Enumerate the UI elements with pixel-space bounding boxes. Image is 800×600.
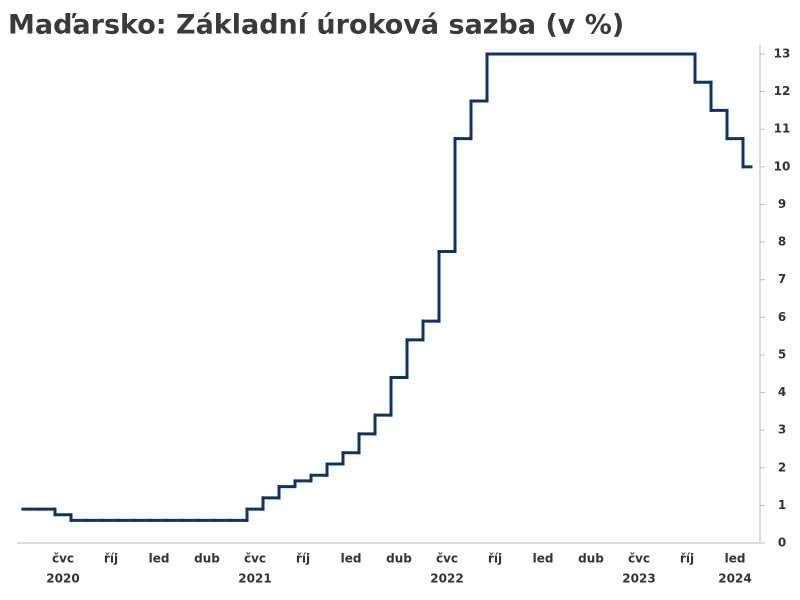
x-tick-label: čvc: [244, 552, 266, 566]
x-tick-label: led: [533, 552, 554, 566]
x-tick-label: říj: [296, 552, 310, 566]
y-tick-label: 4: [778, 385, 786, 399]
x-tick-label: led: [149, 552, 170, 566]
x-tick-label: říj: [488, 552, 502, 566]
y-tick-label: 2: [778, 460, 786, 474]
y-tick-label: 10: [774, 159, 791, 173]
year-label: 2021: [238, 572, 271, 586]
y-tick-label: 0: [778, 536, 786, 550]
y-tick-label: 9: [778, 197, 786, 211]
y-tick-label: 12: [774, 84, 791, 98]
y-tick-label: 6: [778, 310, 786, 324]
y-tick-label: 11: [774, 122, 791, 136]
x-tick-label: dub: [386, 552, 412, 566]
x-tick-label: led: [725, 552, 746, 566]
y-tick-label: 1: [778, 498, 786, 512]
y-tick-label: 13: [774, 47, 791, 61]
x-tick-label: říj: [104, 552, 118, 566]
x-tick-label: čvc: [628, 552, 650, 566]
chart-title: Maďarsko: Základní úroková sazba (v %): [8, 10, 624, 41]
y-tick-label: 8: [778, 235, 786, 249]
y-tick-label: 7: [778, 272, 786, 286]
x-tick-label: dub: [194, 552, 220, 566]
y-tick-label: 5: [778, 347, 786, 361]
year-label: 2024: [718, 572, 751, 586]
y-tick-label: 3: [778, 423, 786, 437]
x-tick-label: říj: [680, 552, 694, 566]
x-tick-label: čvc: [52, 552, 74, 566]
year-label: 2023: [622, 572, 655, 586]
x-tick-label: led: [341, 552, 362, 566]
year-label: 2020: [46, 572, 79, 586]
x-tick-label: dub: [578, 552, 604, 566]
year-label: 2022: [430, 572, 463, 586]
x-tick-label: čvc: [436, 552, 458, 566]
